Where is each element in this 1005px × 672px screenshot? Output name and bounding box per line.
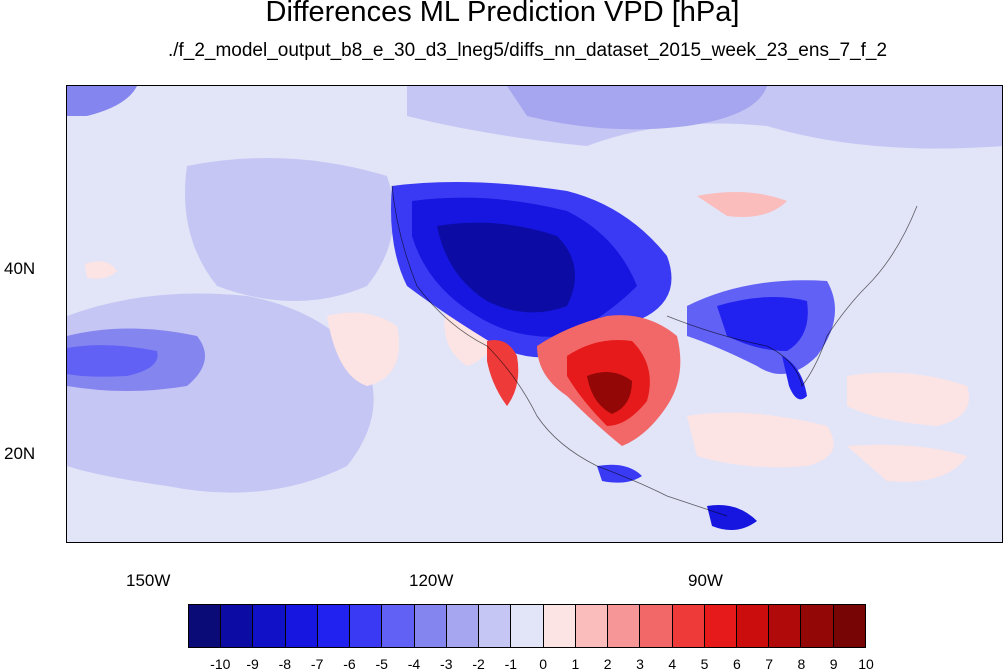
colorbar-swatch (253, 605, 286, 647)
plot-subtitle: ./f_2_model_output_b8_e_30_d3_lneg5/diff… (167, 40, 888, 61)
y-tick-label: 20N (4, 444, 36, 463)
colorbar-tick-label: -1 (504, 656, 518, 672)
colorbar-tick-label: -7 (310, 656, 324, 672)
plot-title: Differences ML Prediction VPD [hPa] (265, 0, 740, 28)
colorbar-tick-label: 0 (539, 656, 548, 672)
colorbar-swatch (833, 605, 865, 647)
colorbar-swatch (640, 605, 673, 647)
colorbar-tick-label: 10 (858, 656, 874, 672)
colorbar-swatch (221, 605, 254, 647)
colorbar-swatch (414, 605, 447, 647)
colorbar-swatch (350, 605, 383, 647)
colorbar-tick-label: -2 (472, 656, 485, 672)
colorbar-swatch (608, 605, 641, 647)
colorbar-tick-label: 7 (765, 656, 774, 672)
colorbar-tick-label: 1 (571, 656, 580, 672)
colorbar (188, 604, 866, 648)
colorbar-swatch (575, 605, 609, 647)
map-panel (66, 85, 1003, 543)
colorbar-swatch (736, 605, 770, 647)
colorbar-swatch (704, 605, 737, 647)
colorbar-tick-label: -8 (278, 656, 292, 672)
colorbar-tick-label: -5 (375, 656, 388, 672)
difference-field-map (67, 86, 1002, 542)
colorbar-tick-label: 9 (829, 656, 838, 672)
colorbar-tick-label: -9 (246, 656, 259, 672)
colorbar-swatch (543, 605, 576, 647)
colorbar-swatch (382, 605, 415, 647)
colorbar-tick-label: 2 (603, 656, 612, 672)
x-tick-label: 90W (688, 571, 723, 590)
colorbar-tick-label: -6 (343, 656, 356, 672)
colorbar-swatch (189, 605, 222, 647)
colorbar-tick-label: 5 (700, 656, 709, 672)
colorbar-swatch (479, 605, 512, 647)
colorbar-swatch (511, 605, 544, 647)
colorbar-tick-label: 4 (668, 656, 677, 672)
colorbar-swatch (285, 605, 318, 647)
colorbar-swatch (801, 605, 834, 647)
colorbar-swatch (769, 605, 802, 647)
y-tick-label: 40N (4, 259, 36, 278)
colorbar-tick-label: -10 (210, 656, 231, 672)
colorbar-tick-label: 6 (732, 656, 741, 672)
colorbar-swatch (446, 605, 480, 647)
colorbar-swatch (672, 605, 705, 647)
colorbar-tick-label: -4 (407, 656, 421, 672)
x-tick-label: 150W (126, 571, 171, 590)
x-tick-label: 120W (409, 571, 454, 590)
colorbar-tick-label: 3 (636, 656, 644, 672)
colorbar-tick-label: -3 (440, 656, 453, 672)
colorbar-swatch (317, 605, 351, 647)
colorbar-tick-label: 8 (797, 656, 806, 672)
